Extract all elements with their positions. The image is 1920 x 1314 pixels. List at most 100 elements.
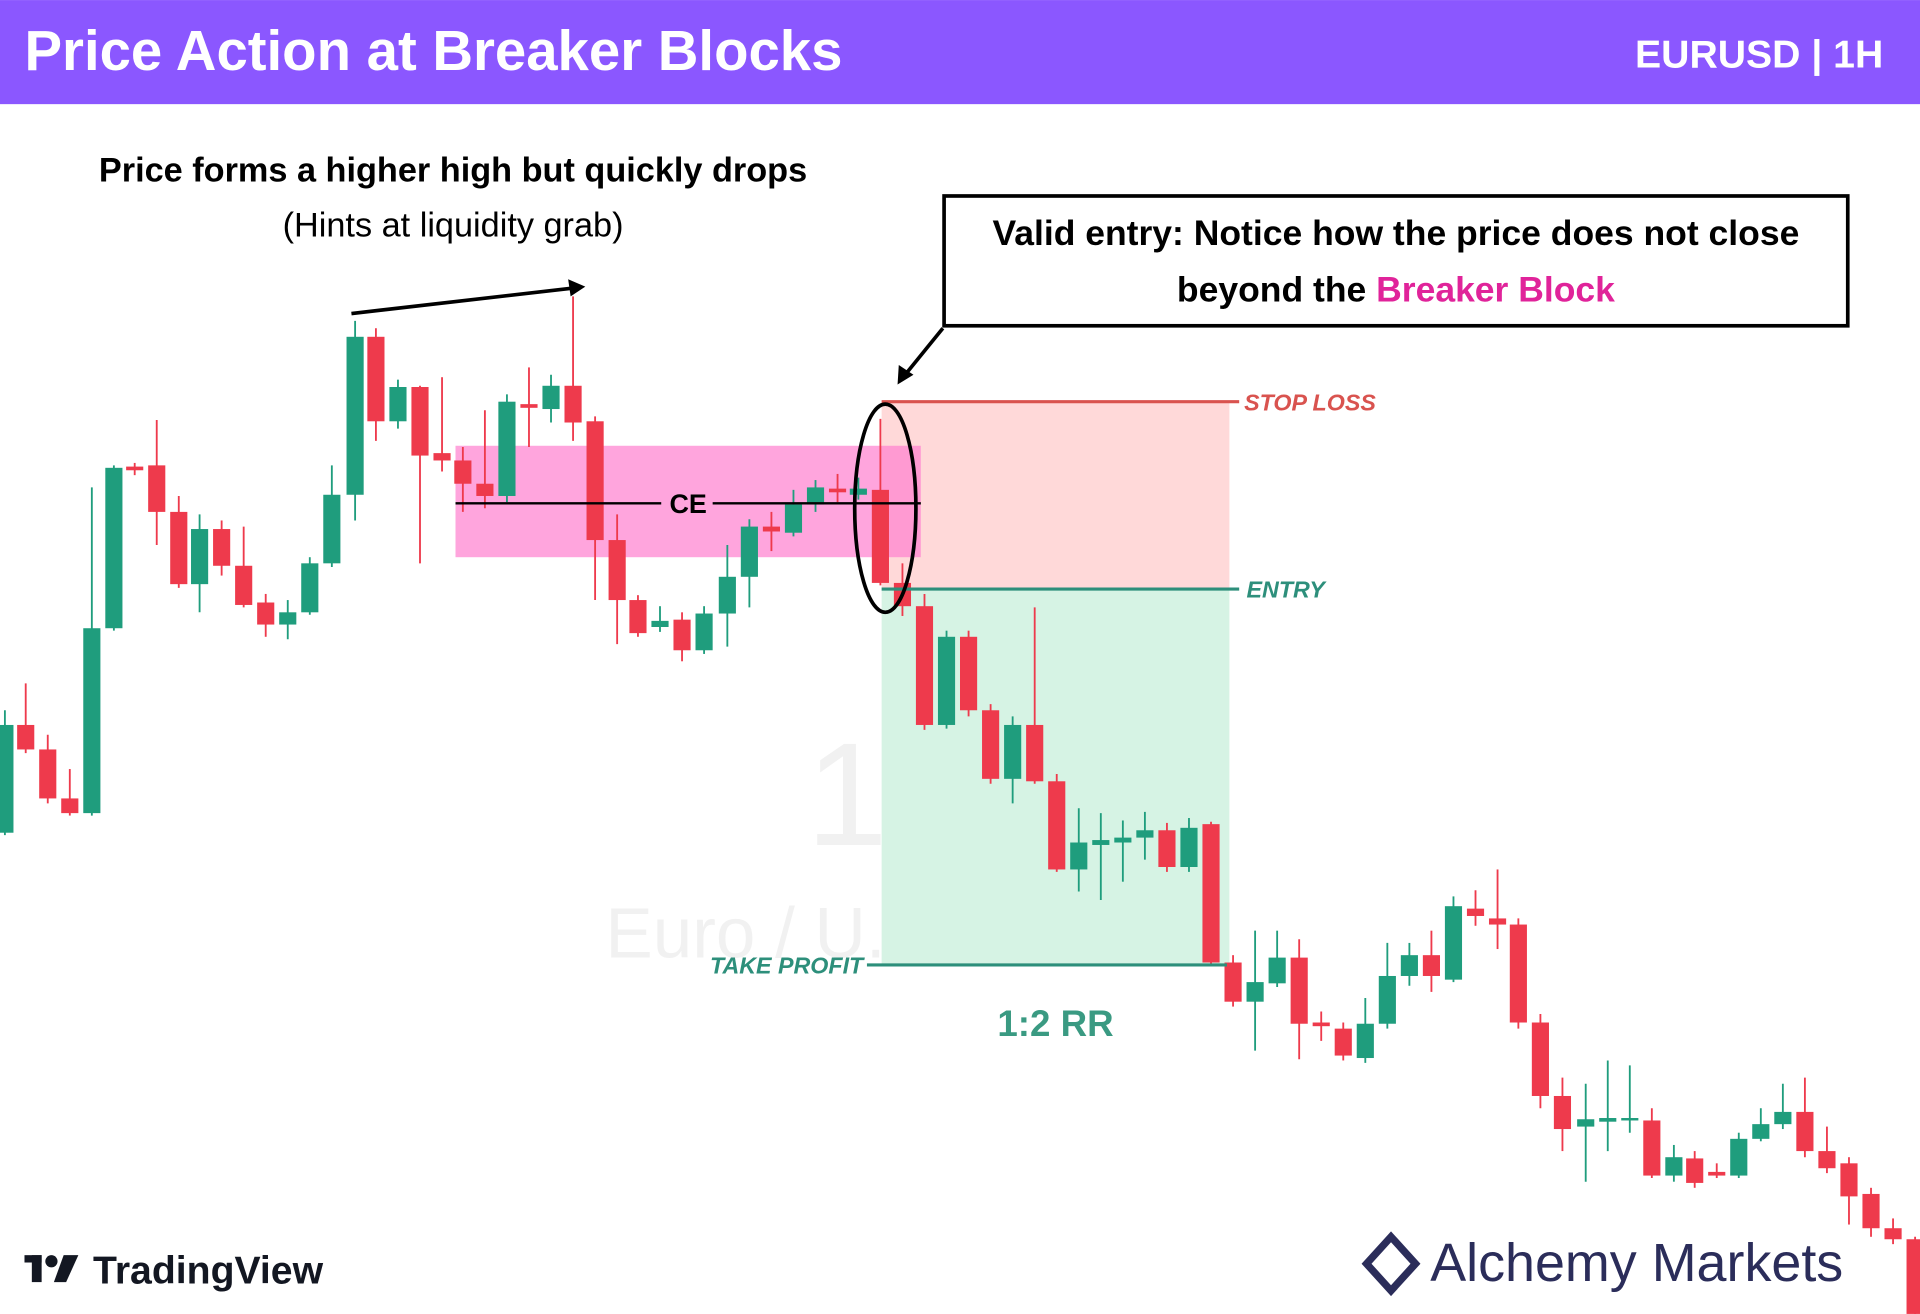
- candle-body: [1488, 918, 1507, 925]
- ce-label: CE: [669, 489, 706, 519]
- candle-body: [915, 606, 934, 725]
- logo-mark: [45, 1255, 58, 1268]
- candle-body: [784, 504, 803, 533]
- candle-body: [586, 421, 604, 541]
- candle-body: [1862, 1193, 1880, 1229]
- candle-body: [1114, 837, 1132, 843]
- candle-body: [1708, 1171, 1726, 1176]
- candle-body: [1444, 906, 1463, 980]
- candle-body: [1774, 1111, 1792, 1125]
- candle-body: [1906, 1239, 1920, 1314]
- ratio-label: 1:2 RR: [997, 1003, 1113, 1044]
- candle-body: [83, 628, 101, 814]
- candle-body: [1334, 1028, 1352, 1056]
- candle-body: [1553, 1095, 1572, 1130]
- candle-body: [323, 494, 341, 564]
- candle-body: [695, 613, 713, 651]
- highlight-ellipse: [852, 402, 918, 615]
- arrow-head: [568, 279, 586, 297]
- candle-body: [1378, 975, 1396, 1024]
- candle-body: [608, 540, 626, 601]
- candle-body: [828, 488, 847, 493]
- candle-body: [1400, 955, 1418, 976]
- brand-name: Alchemy Markets: [1430, 1233, 1843, 1293]
- candle-body: [1840, 1163, 1858, 1197]
- candle-body: [476, 483, 494, 496]
- logo-mark: [53, 1255, 79, 1283]
- take-profit-zone: [881, 589, 1230, 965]
- candle-body: [982, 710, 1000, 779]
- logo-mark: [31, 1255, 42, 1283]
- brand-mark: [1361, 1231, 1421, 1297]
- candle-body: [235, 565, 253, 605]
- candle-body: [871, 489, 889, 583]
- candle-body: [1026, 724, 1044, 782]
- candle-body: [170, 511, 188, 585]
- callout-line1: Valid entry: Notice how the price does n…: [993, 213, 1800, 253]
- candle-body: [1202, 824, 1220, 963]
- candle-body: [367, 336, 385, 422]
- candle-body: [346, 336, 364, 495]
- arrow: [904, 327, 945, 375]
- candle-body: [389, 387, 407, 422]
- candle-body: [1422, 955, 1440, 976]
- candle-body: [1224, 962, 1242, 1002]
- candle-body: [1531, 1022, 1549, 1096]
- candle-body: [937, 636, 956, 725]
- entry-label: ENTRY: [1247, 577, 1328, 603]
- candle-body: [718, 576, 736, 614]
- title: Price Action at Breaker Blocks: [24, 19, 842, 82]
- candle-body: [1070, 842, 1088, 870]
- candle-body: [740, 526, 758, 577]
- stop-loss-label: STOP LOSS: [1244, 389, 1376, 415]
- candle-body: [454, 460, 472, 484]
- candle-body: [17, 724, 35, 750]
- candle-body: [1268, 957, 1286, 984]
- take-profit-label: TAKE PROFIT: [710, 953, 865, 979]
- candle-body: [673, 619, 691, 651]
- platform-name: TradingView: [93, 1249, 324, 1292]
- platform-logo: TradingView: [24, 1249, 324, 1292]
- candles: [0, 296, 1920, 1314]
- candle-body: [213, 529, 231, 566]
- candle-body: [1686, 1158, 1704, 1183]
- candle-body: [1599, 1118, 1617, 1122]
- candle-body: [498, 401, 516, 496]
- brand-logo: Alchemy Markets: [1361, 1231, 1843, 1297]
- callout-text: beyond the: [1177, 269, 1366, 309]
- candle-body: [1312, 1022, 1330, 1027]
- candle-body: [126, 466, 144, 471]
- annotation-title: Price forms a higher high but quickly dr…: [99, 151, 807, 189]
- candle-body: [1752, 1124, 1770, 1139]
- candle-body: [1290, 957, 1308, 1024]
- candle-body: [279, 612, 297, 625]
- candle-body: [1796, 1111, 1814, 1152]
- candle-body: [1730, 1138, 1748, 1176]
- callout-highlight: Breaker Block: [1376, 269, 1615, 309]
- candle-body: [1158, 830, 1176, 867]
- candle-body: [762, 526, 780, 532]
- candle-body: [1004, 724, 1022, 779]
- arrow: [351, 285, 576, 316]
- symbol: EURUSD | 1H: [1635, 33, 1883, 76]
- candle-body: [301, 563, 319, 613]
- candle-body: [520, 404, 538, 408]
- candle-body: [1643, 1120, 1661, 1176]
- candle-body: [1509, 924, 1527, 1023]
- breaker-block: [455, 445, 921, 558]
- candle-body: [564, 385, 582, 423]
- candle-body: [960, 636, 978, 711]
- candle-body: [1621, 1118, 1639, 1121]
- header-bar: [0, 0, 1920, 105]
- candle-body: [61, 798, 79, 814]
- candle-body: [629, 600, 647, 634]
- candle-body: [1577, 1119, 1595, 1127]
- candle-body: [1092, 840, 1110, 845]
- candle-body: [39, 749, 57, 799]
- callout-box: [942, 194, 1850, 328]
- candle-body: [1136, 830, 1154, 838]
- candle-body: [849, 488, 867, 495]
- candle-body: [1246, 982, 1264, 1002]
